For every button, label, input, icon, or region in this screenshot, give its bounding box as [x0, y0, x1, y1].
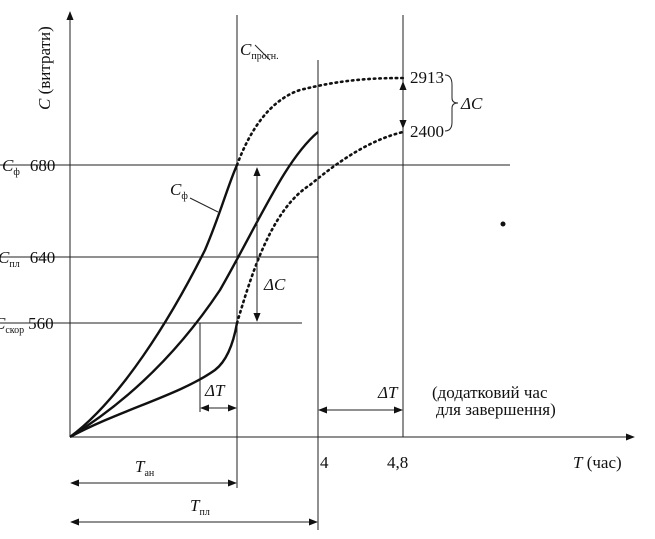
y-axis-label: C (витрати)	[35, 26, 54, 110]
text-part: 640	[30, 248, 56, 267]
delta-t-label: ΔT	[377, 383, 399, 402]
curves	[69, 44, 506, 439]
text-part: прогн.	[251, 51, 278, 62]
leader-line	[254, 44, 271, 61]
x-tick-label: 4,8	[387, 453, 408, 472]
text-part: ф	[181, 191, 188, 202]
x-tick-label: 4	[320, 453, 329, 472]
speck	[500, 221, 506, 227]
earned-forecast	[235, 130, 405, 325]
text-part: T	[573, 453, 584, 472]
text-part: C	[0, 248, 10, 267]
text-part: C	[170, 180, 182, 199]
text-part: T	[135, 457, 146, 476]
text-part: ан	[144, 468, 154, 479]
delta-c-label: ΔC	[263, 275, 286, 294]
leader-line	[189, 197, 219, 213]
curve-label: Cпрогн.	[240, 40, 279, 62]
labels: C (витрати) Cф 680 Cпл 640 Cскор 560 Cпрогн…	[0, 26, 622, 518]
note: для завершення)	[436, 400, 556, 419]
text-part: C	[240, 40, 252, 59]
text-part: пл	[9, 259, 19, 270]
guide-lines	[0, 15, 510, 530]
arrows	[70, 74, 459, 526]
delta-c-label: ΔC	[460, 94, 483, 113]
text-part: (час)	[587, 453, 622, 472]
earned-curve	[69, 322, 239, 439]
axes	[66, 11, 635, 441]
text-part: скор	[5, 325, 24, 336]
delta-t-label: ΔT	[204, 381, 226, 400]
text-part: пл	[199, 507, 209, 518]
planned-curve	[69, 131, 319, 439]
text-part: ф	[13, 167, 20, 178]
text-part: T	[190, 496, 201, 515]
curve-label: Cф	[170, 180, 188, 202]
actual-curve	[69, 164, 239, 438]
text-part: 560	[28, 314, 54, 333]
duration-label: Tпл	[190, 496, 210, 518]
end-value: 2913	[410, 68, 444, 87]
text-part: C	[0, 314, 6, 333]
text-part: C	[2, 156, 14, 175]
x-axis-label: T (час)	[573, 453, 622, 472]
text-part: 680	[30, 156, 56, 175]
text-part: (витрати)	[35, 26, 54, 94]
cost-forecast	[235, 76, 405, 167]
end-value: 2400	[410, 122, 444, 141]
brace	[444, 74, 459, 132]
level-label: Cпл 640	[0, 248, 55, 270]
level-label: Cф 680	[2, 156, 55, 178]
text-part: C	[35, 98, 54, 110]
duration-label: Tан	[135, 457, 155, 479]
note: (додатковий час	[432, 383, 548, 402]
level-label: Cскор 560	[0, 314, 54, 336]
